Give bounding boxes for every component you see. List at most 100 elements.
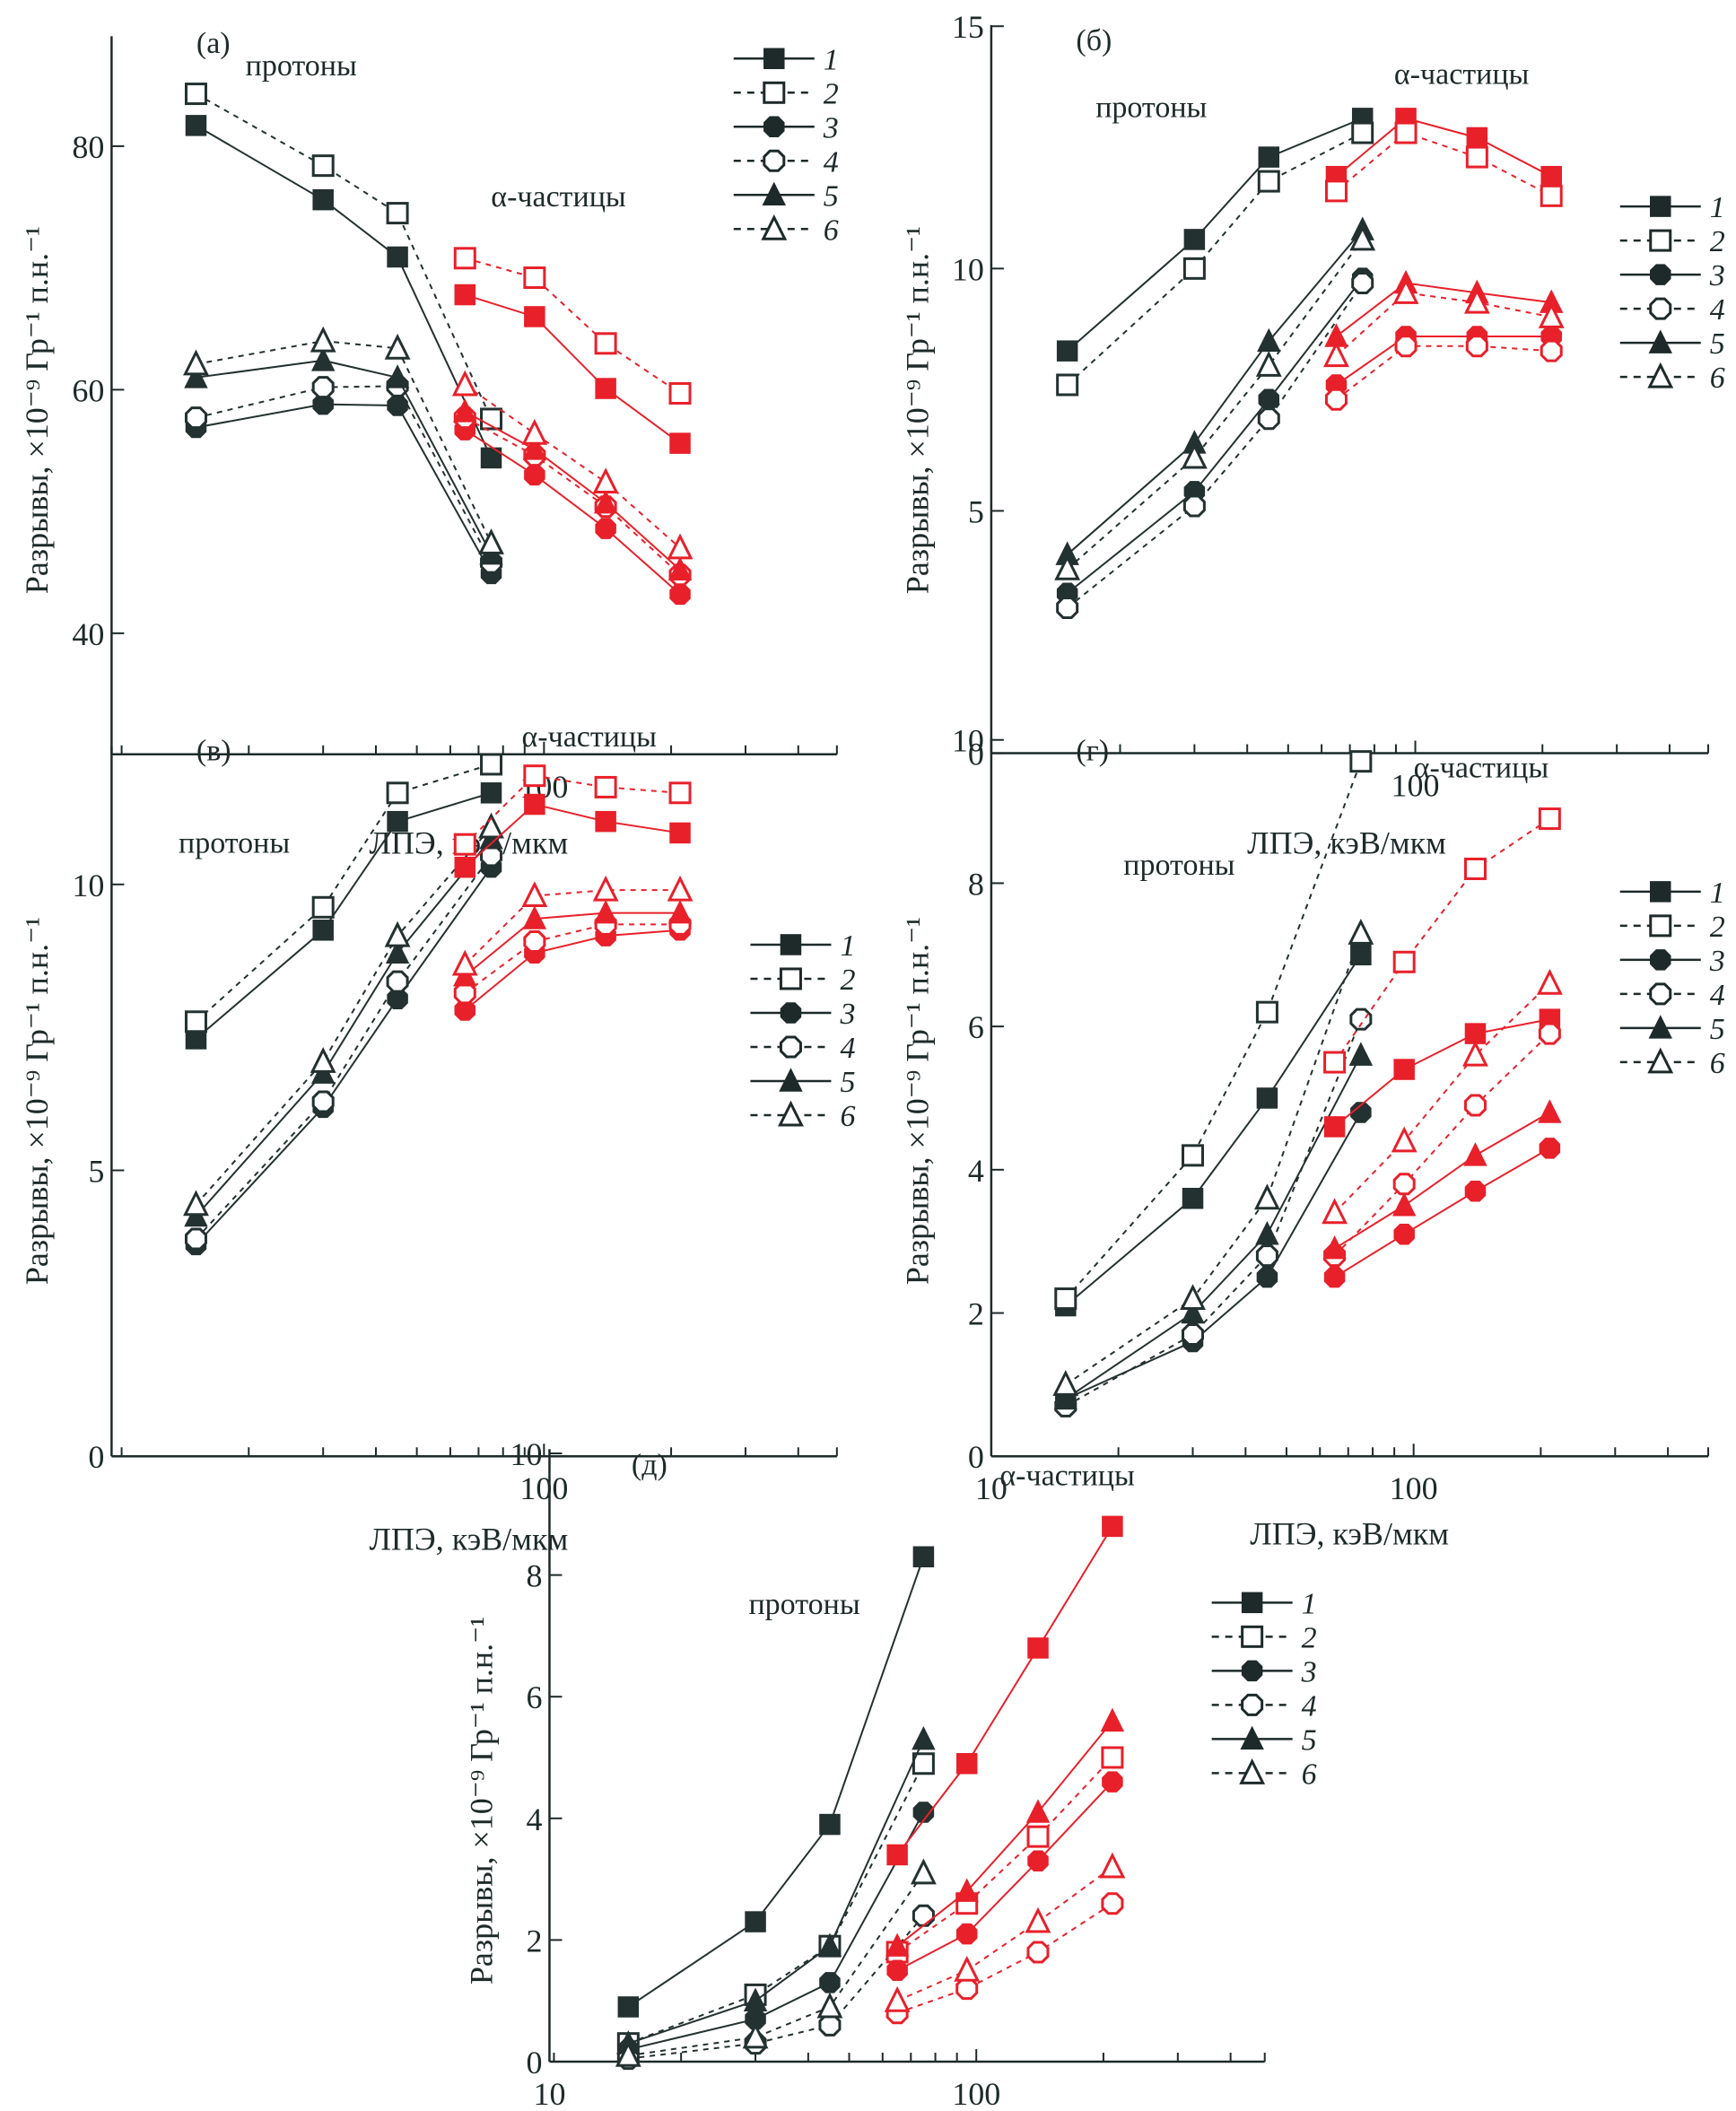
data-point-protons-6 bbox=[1180, 1284, 1206, 1311]
data-point-protons-6 bbox=[615, 2040, 641, 2067]
legend-marker-5 bbox=[779, 1068, 803, 1092]
data-point-alpha-1 bbox=[454, 284, 476, 306]
series-line-protons-5 bbox=[195, 838, 493, 1217]
data-point-protons-2 bbox=[184, 83, 207, 106]
data-point-protons-4 bbox=[818, 2013, 842, 2037]
y-tick-label: 4 bbox=[526, 1801, 542, 1837]
y-axis-title: Разрывы, ×10⁻⁹ Гр⁻¹ п.н.⁻¹ bbox=[19, 917, 55, 1285]
data-point-alpha-6 bbox=[592, 467, 619, 494]
data-point-protons-1 bbox=[819, 1813, 841, 1836]
data-point-alpha-1 bbox=[1540, 165, 1562, 188]
series-line-protons-2 bbox=[1066, 132, 1364, 386]
series-line-alpha-2 bbox=[1333, 817, 1550, 1063]
series-line-alpha-2 bbox=[464, 257, 681, 395]
series-line-alpha-4 bbox=[464, 923, 681, 994]
data-point-protons-2 bbox=[1351, 121, 1374, 144]
data-point-protons-3 bbox=[819, 1972, 841, 1993]
y-tick-label: 10 bbox=[72, 868, 104, 903]
data-point-protons-2 bbox=[386, 781, 409, 805]
data-point-protons-1 bbox=[185, 115, 207, 136]
data-point-protons-3 bbox=[912, 1801, 935, 1823]
data-point-alpha-2 bbox=[668, 381, 692, 405]
data-point-protons-5 bbox=[1255, 1221, 1279, 1245]
data-point-alpha-5 bbox=[667, 556, 693, 581]
data-point-alpha-4 bbox=[955, 1977, 979, 2001]
data-point-alpha-2 bbox=[594, 775, 617, 798]
legend-marker-1 bbox=[1650, 881, 1671, 903]
data-point-protons-4 bbox=[311, 1090, 335, 1113]
data-point-alpha-6 bbox=[1323, 341, 1349, 368]
data-point-alpha-2 bbox=[668, 781, 692, 805]
data-point-alpha-6 bbox=[1025, 1906, 1051, 1933]
y-tick-label: 40 bbox=[72, 616, 104, 652]
legend-marker-3 bbox=[1650, 949, 1671, 971]
series-line-protons-3 bbox=[1065, 1112, 1362, 1400]
data-point-protons-1 bbox=[912, 1546, 935, 1568]
data-point-protons-1 bbox=[1258, 146, 1280, 168]
panel-label: (г) bbox=[1076, 735, 1109, 768]
legend-marker-1 bbox=[1650, 196, 1671, 217]
alpha-annotation: α-частицы bbox=[491, 180, 626, 214]
series-line-alpha-6 bbox=[1333, 982, 1551, 1214]
legend-label: 2 bbox=[1302, 1621, 1317, 1654]
legend-label: 1 bbox=[1710, 191, 1725, 224]
data-point-protons-4 bbox=[1182, 494, 1206, 518]
y-axis-title: Разрывы, ×10⁻⁹ Гр⁻¹ п.н.⁻¹ bbox=[900, 226, 936, 594]
legend-label: 3 bbox=[1709, 945, 1725, 978]
legend-label: 4 bbox=[1710, 979, 1725, 1012]
series-line-alpha-4 bbox=[464, 416, 681, 576]
data-point-protons-2 bbox=[1182, 257, 1206, 280]
panel-label: (в) bbox=[196, 735, 231, 768]
alpha-annotation: α-частицы bbox=[999, 1460, 1135, 1493]
y-tick-label: 2 bbox=[968, 1296, 984, 1332]
data-point-protons-4 bbox=[1257, 407, 1280, 431]
legend-marker-1 bbox=[780, 934, 802, 955]
data-point-alpha-2 bbox=[453, 833, 476, 856]
series-line-alpha-1 bbox=[464, 293, 681, 444]
data-point-alpha-6 bbox=[451, 370, 478, 397]
series-line-protons-6 bbox=[195, 826, 493, 1206]
data-point-alpha-3 bbox=[1323, 1266, 1346, 1288]
series-line-protons-2 bbox=[627, 1763, 925, 2045]
data-point-alpha-1 bbox=[524, 793, 545, 816]
data-point-protons-6 bbox=[1253, 1183, 1280, 1210]
data-point-protons-6 bbox=[384, 920, 411, 947]
legend-label: 4 bbox=[824, 145, 839, 179]
data-point-protons-6 bbox=[1181, 442, 1208, 469]
protons-annotation: протоны bbox=[1123, 849, 1234, 882]
data-point-protons-6 bbox=[742, 2022, 769, 2049]
series-line-protons-5 bbox=[1067, 229, 1364, 555]
series-line-protons-1 bbox=[1065, 954, 1362, 1307]
data-point-alpha-2 bbox=[1323, 1051, 1347, 1074]
legend-label: 2 bbox=[1710, 225, 1725, 258]
data-point-alpha-6 bbox=[1391, 1126, 1418, 1153]
data-point-alpha-3 bbox=[669, 583, 691, 606]
data-point-protons-2 bbox=[386, 202, 409, 225]
legend-label: 3 bbox=[823, 111, 839, 144]
legend-marker-4 bbox=[1649, 297, 1672, 320]
legend-marker-2 bbox=[1649, 914, 1672, 938]
data-point-alpha-5 bbox=[1100, 1707, 1125, 1732]
data-point-alpha-2 bbox=[1538, 807, 1561, 831]
alpha-annotation: α-частицы bbox=[1394, 57, 1530, 91]
data-point-alpha-5 bbox=[593, 899, 618, 924]
chart-panel-d: 10 100 0 2 4 6 8 10 ЛПЭ, кэВ/мкм Разрывы, ×10⁻⁹ Г… bbox=[861, 691, 1736, 1552]
series-line-alpha-3 bbox=[1335, 335, 1552, 386]
legend-marker-5 bbox=[1648, 329, 1672, 353]
y-tick-label: 8 bbox=[968, 866, 984, 902]
data-point-protons-1 bbox=[480, 782, 502, 804]
protons-annotation: протоны bbox=[1095, 92, 1207, 125]
series-line-protons-6 bbox=[196, 340, 493, 544]
data-point-alpha-6 bbox=[667, 875, 694, 902]
data-point-protons-1 bbox=[312, 920, 334, 941]
data-point-protons-1 bbox=[1183, 229, 1206, 250]
data-point-protons-6 bbox=[384, 333, 411, 360]
data-point-protons-4 bbox=[1351, 272, 1374, 295]
legend-marker-4 bbox=[779, 1035, 802, 1059]
data-point-protons-1 bbox=[1256, 1087, 1278, 1109]
data-point-alpha-6 bbox=[1462, 1040, 1488, 1067]
data-point-protons-4 bbox=[311, 376, 335, 399]
data-point-alpha-6 bbox=[1322, 1198, 1348, 1225]
